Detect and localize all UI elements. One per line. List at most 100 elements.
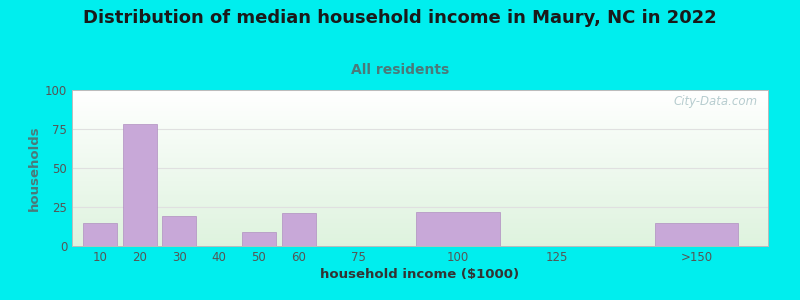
Bar: [72, 156, 768, 157]
Bar: [72, 200, 768, 201]
Bar: [72, 185, 768, 186]
Bar: [72, 196, 768, 197]
Bar: [72, 149, 768, 150]
Bar: [72, 101, 768, 102]
Bar: [282, 213, 315, 246]
Bar: [72, 121, 768, 122]
Bar: [72, 170, 768, 171]
Bar: [72, 215, 768, 216]
Bar: [72, 244, 768, 245]
Bar: [72, 136, 768, 137]
Bar: [72, 226, 768, 227]
Bar: [72, 133, 768, 134]
Bar: [72, 129, 768, 130]
Bar: [72, 111, 768, 112]
Bar: [72, 218, 768, 219]
Bar: [72, 90, 768, 91]
Bar: [72, 192, 768, 193]
Bar: [72, 141, 768, 142]
Bar: [72, 119, 768, 120]
Bar: [72, 118, 768, 119]
X-axis label: household income ($1000): household income ($1000): [321, 268, 519, 281]
Bar: [72, 245, 768, 246]
Bar: [72, 186, 768, 187]
Bar: [72, 234, 768, 235]
Bar: [72, 93, 768, 94]
Bar: [72, 134, 768, 135]
Bar: [72, 162, 768, 163]
Bar: [83, 223, 117, 246]
Bar: [72, 97, 768, 98]
Bar: [72, 208, 768, 209]
Bar: [72, 189, 768, 190]
Bar: [72, 213, 768, 214]
Bar: [72, 148, 768, 149]
Bar: [72, 190, 768, 191]
Bar: [72, 132, 768, 133]
Bar: [72, 122, 768, 123]
Bar: [72, 177, 768, 178]
Bar: [72, 168, 768, 169]
Bar: [72, 135, 768, 136]
Bar: [72, 100, 768, 101]
Bar: [72, 183, 768, 184]
Bar: [72, 120, 768, 121]
Bar: [72, 160, 768, 161]
Bar: [416, 212, 499, 246]
Bar: [72, 169, 768, 170]
Bar: [72, 172, 768, 173]
Bar: [72, 159, 768, 160]
Bar: [162, 216, 196, 246]
Bar: [72, 150, 768, 151]
Bar: [72, 198, 768, 199]
Bar: [72, 238, 768, 239]
Bar: [72, 212, 768, 213]
Bar: [72, 220, 768, 221]
Bar: [72, 184, 768, 185]
Bar: [72, 229, 768, 230]
Bar: [72, 110, 768, 111]
Y-axis label: households: households: [28, 125, 41, 211]
Bar: [72, 108, 768, 109]
Bar: [72, 126, 768, 127]
Bar: [72, 205, 768, 206]
Bar: [72, 130, 768, 131]
Text: City-Data.com: City-Data.com: [674, 95, 758, 108]
Bar: [72, 237, 768, 238]
Bar: [72, 204, 768, 205]
Bar: [72, 164, 768, 165]
Bar: [72, 165, 768, 166]
Bar: [72, 146, 768, 147]
Bar: [72, 154, 768, 155]
Bar: [72, 231, 768, 232]
Bar: [72, 227, 768, 228]
Bar: [72, 228, 768, 229]
Bar: [72, 95, 768, 96]
Bar: [72, 104, 768, 105]
Bar: [72, 155, 768, 156]
Bar: [72, 201, 768, 202]
Bar: [72, 187, 768, 188]
Bar: [72, 106, 768, 107]
Bar: [72, 137, 768, 138]
Bar: [72, 151, 768, 152]
Bar: [72, 147, 768, 148]
Bar: [72, 216, 768, 217]
Bar: [72, 230, 768, 231]
Bar: [72, 103, 768, 104]
Bar: [72, 98, 768, 99]
Bar: [72, 194, 768, 195]
Bar: [72, 181, 768, 182]
Bar: [72, 217, 768, 218]
Bar: [72, 144, 768, 145]
Bar: [72, 115, 768, 116]
Bar: [72, 128, 768, 129]
Bar: [72, 140, 768, 141]
Bar: [72, 114, 768, 115]
Bar: [72, 152, 768, 153]
Bar: [72, 242, 768, 243]
Bar: [72, 243, 768, 244]
Bar: [72, 241, 768, 242]
Bar: [72, 233, 768, 234]
Bar: [72, 138, 768, 139]
